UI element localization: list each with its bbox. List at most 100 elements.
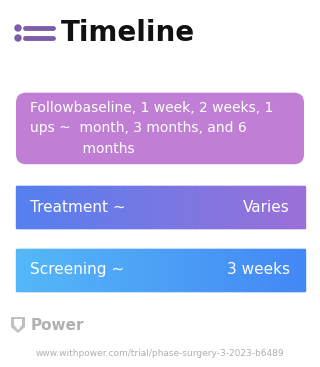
Bar <box>51 249 53 291</box>
Bar <box>162 186 164 228</box>
Bar <box>166 249 168 291</box>
Bar <box>258 186 260 228</box>
Bar <box>268 186 270 228</box>
Bar <box>104 186 106 228</box>
Text: Followbaseline, 1 week, 2 weeks, 1
ups ~  month, 3 months, and 6
            mon: Followbaseline, 1 week, 2 weeks, 1 ups ~… <box>30 101 273 156</box>
Bar <box>131 186 134 228</box>
Bar <box>230 186 233 228</box>
Bar <box>212 186 214 228</box>
Bar <box>18 249 20 291</box>
Bar <box>203 249 206 291</box>
Bar <box>117 249 119 291</box>
Bar <box>222 249 224 291</box>
Bar <box>147 249 149 291</box>
Bar <box>229 249 232 291</box>
Bar <box>208 186 210 228</box>
Bar <box>274 186 276 228</box>
Bar <box>209 186 212 228</box>
Bar <box>294 249 296 291</box>
Bar <box>205 249 207 291</box>
Bar <box>163 249 165 291</box>
Bar <box>284 249 286 291</box>
Bar <box>271 249 273 291</box>
Bar <box>232 249 235 291</box>
Bar <box>36 249 39 291</box>
Bar <box>188 186 190 228</box>
Bar <box>177 249 180 291</box>
Bar <box>177 186 180 228</box>
Bar <box>38 186 40 228</box>
Bar <box>260 249 262 291</box>
Bar <box>242 249 244 291</box>
Bar <box>116 186 118 228</box>
Bar <box>75 186 77 228</box>
Bar <box>92 249 95 291</box>
Bar <box>301 186 304 228</box>
Bar <box>52 249 54 291</box>
Bar <box>303 249 305 291</box>
Bar <box>111 186 114 228</box>
Bar <box>78 186 80 228</box>
Bar <box>153 186 155 228</box>
Bar <box>68 249 70 291</box>
Bar <box>114 249 116 291</box>
Bar <box>282 249 285 291</box>
Bar <box>290 186 292 228</box>
Bar <box>123 186 125 228</box>
Bar <box>61 249 63 291</box>
Bar <box>200 249 203 291</box>
Bar <box>124 186 126 228</box>
Bar <box>28 249 30 291</box>
Bar <box>35 249 37 291</box>
Bar <box>211 186 213 228</box>
Bar <box>25 249 27 291</box>
Bar <box>202 186 204 228</box>
Bar <box>141 249 144 291</box>
Bar <box>120 186 122 228</box>
Bar <box>182 186 184 228</box>
Bar <box>55 249 57 291</box>
Bar <box>169 249 171 291</box>
Bar <box>197 249 200 291</box>
Bar <box>209 249 212 291</box>
Bar <box>223 186 226 228</box>
Bar <box>44 249 46 291</box>
Bar <box>23 249 26 291</box>
Bar <box>205 186 207 228</box>
Bar <box>130 186 132 228</box>
Bar <box>192 186 194 228</box>
Bar <box>173 186 175 228</box>
Bar <box>179 249 181 291</box>
Bar <box>84 186 86 228</box>
Bar <box>300 249 302 291</box>
Bar <box>52 186 54 228</box>
Text: Treatment ~: Treatment ~ <box>30 200 126 215</box>
Bar <box>216 186 219 228</box>
Bar <box>94 249 96 291</box>
Bar <box>65 186 68 228</box>
Bar <box>125 186 128 228</box>
Bar <box>200 186 203 228</box>
Bar <box>95 249 98 291</box>
Bar <box>29 186 31 228</box>
Bar <box>241 186 243 228</box>
Bar <box>199 186 201 228</box>
Bar <box>213 186 216 228</box>
Bar <box>234 249 236 291</box>
Bar <box>46 249 49 291</box>
Bar <box>53 186 56 228</box>
Bar <box>274 249 276 291</box>
Bar <box>88 249 91 291</box>
Bar <box>108 249 111 291</box>
Bar <box>172 249 174 291</box>
Bar <box>104 249 106 291</box>
Bar <box>212 249 214 291</box>
Bar <box>172 186 174 228</box>
Bar <box>26 186 28 228</box>
Bar <box>114 186 116 228</box>
Bar <box>238 249 240 291</box>
Bar <box>85 249 88 291</box>
Bar <box>235 249 237 291</box>
Bar <box>22 249 24 291</box>
Bar <box>153 249 155 291</box>
